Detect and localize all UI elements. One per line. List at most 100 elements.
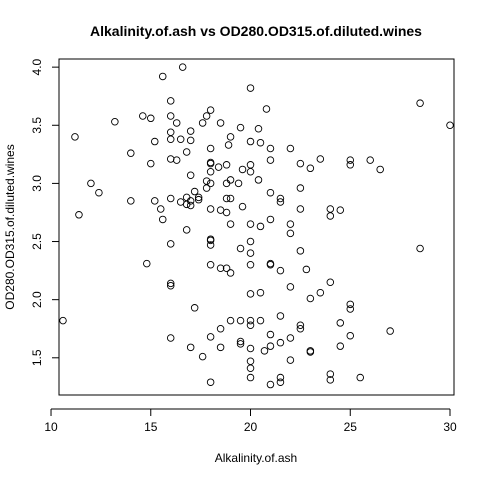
data-point: [158, 72, 167, 81]
data-point: [214, 163, 223, 171]
data-point: [222, 161, 231, 169]
data-point: [147, 159, 155, 168]
data-point: [178, 63, 187, 71]
data-point: [266, 188, 275, 197]
data-point: [254, 125, 263, 133]
x-axis: 10 15 20 25 30: [44, 408, 457, 434]
data-point: [266, 144, 275, 153]
data-point: [216, 343, 225, 352]
data-point: [166, 135, 175, 143]
y-tick-label: 3.0: [30, 175, 44, 192]
data-point: [59, 316, 67, 325]
data-point: [139, 112, 147, 120]
data-point: [166, 112, 175, 120]
data-point: [246, 364, 255, 373]
data-point: [296, 247, 305, 255]
data-point: [416, 244, 424, 253]
data-point: [296, 324, 305, 333]
data-point: [186, 136, 195, 145]
data-point: [306, 294, 315, 303]
data-point: [246, 220, 255, 228]
data-point: [276, 266, 285, 275]
x-tick-label: 20: [244, 420, 258, 434]
data-point: [316, 288, 325, 297]
data-point: [346, 161, 355, 169]
data-point: [127, 197, 135, 205]
data-point: [172, 156, 181, 164]
data-point: [166, 334, 175, 342]
data-point: [158, 215, 167, 224]
data-point: [127, 149, 135, 157]
data-point: [147, 114, 155, 123]
data-point: [216, 264, 225, 273]
data-point: [238, 165, 247, 174]
data-point: [151, 137, 159, 146]
data-points: [59, 63, 454, 389]
data-point: [186, 201, 195, 210]
y-axis-label: OD280.OD315.of.diluted.wines: [3, 144, 17, 309]
data-point: [202, 112, 211, 120]
data-point: [266, 330, 275, 339]
data-point: [336, 342, 345, 350]
data-point: [236, 316, 245, 325]
data-point: [256, 316, 265, 325]
data-point: [186, 171, 195, 180]
data-point: [376, 165, 384, 174]
chart-title: Alkalinity.of.ash vs OD280.OD315.of.dilu…: [90, 23, 422, 39]
y-tick-label: 4.0: [30, 58, 44, 75]
data-point: [198, 119, 207, 127]
data-point: [226, 133, 235, 141]
data-point: [266, 261, 275, 269]
data-point: [182, 148, 191, 156]
data-point: [186, 197, 195, 205]
data-point: [166, 194, 175, 203]
data-point: [256, 288, 265, 297]
data-point: [266, 380, 275, 389]
data-point: [346, 305, 355, 313]
data-point: [266, 156, 275, 164]
data-point: [198, 352, 207, 361]
data-point: [246, 84, 255, 92]
data-point: [416, 99, 424, 107]
data-point: [238, 202, 247, 211]
data-point: [222, 208, 231, 217]
data-point: [226, 269, 235, 277]
data-point: [256, 222, 265, 231]
data-point: [226, 220, 235, 228]
data-point: [306, 348, 315, 356]
data-point: [182, 226, 191, 234]
data-point: [206, 205, 215, 213]
data-point: [206, 333, 215, 341]
data-point: [166, 279, 175, 288]
data-point: [206, 241, 215, 249]
data-point: [286, 144, 295, 153]
data-point: [336, 206, 345, 214]
data-point: [166, 240, 175, 248]
data-point: [166, 281, 175, 290]
data-point: [216, 324, 225, 333]
x-tick-label: 15: [144, 420, 158, 434]
data-point: [236, 123, 245, 132]
data-point: [166, 155, 175, 163]
x-tick-label: 25: [344, 420, 358, 434]
data-point: [224, 141, 233, 149]
data-point: [206, 261, 215, 269]
data-point: [286, 229, 295, 238]
data-point: [326, 212, 335, 220]
data-point: [296, 321, 305, 329]
data-point: [326, 376, 335, 384]
data-point: [176, 135, 185, 143]
data-point: [186, 127, 195, 135]
data-point: [151, 197, 159, 205]
y-axis: 1.5 2.0 2.5 3.0 3.5 4.0: [30, 58, 60, 366]
data-point: [202, 184, 211, 192]
data-point: [246, 237, 255, 246]
data-point: [143, 259, 151, 268]
data-point: [222, 264, 231, 273]
data-point: [246, 168, 255, 176]
data-point: [266, 215, 275, 224]
data-point: [306, 164, 315, 173]
data-point: [276, 373, 285, 382]
data-point: [246, 316, 255, 325]
